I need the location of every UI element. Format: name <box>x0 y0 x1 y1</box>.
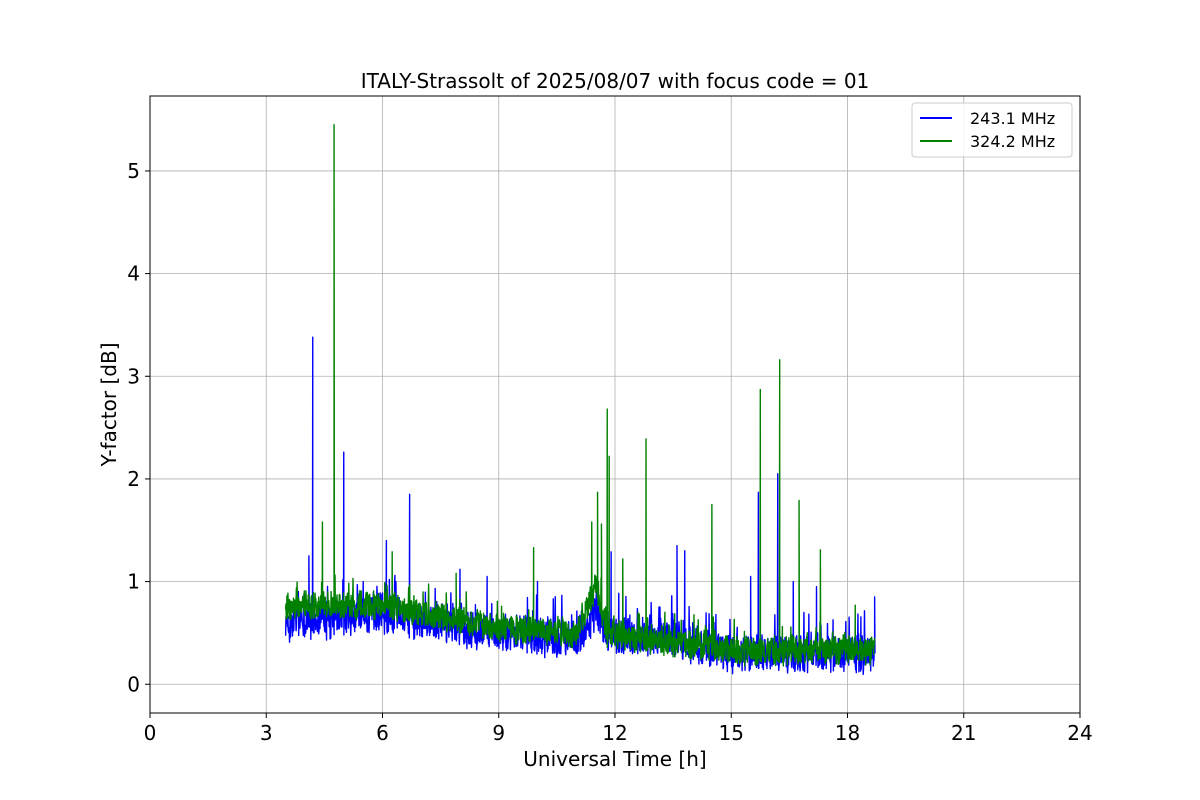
legend-box <box>911 102 1073 158</box>
y-tick-label: 2 <box>127 467 140 491</box>
y-tick-label: 0 <box>127 672 140 696</box>
y-tick-label: 1 <box>127 570 140 594</box>
legend: 243.1 MHz 324.2 MHz <box>911 102 1073 158</box>
x-tick-label: 9 <box>492 721 505 745</box>
x-tick-label: 0 <box>144 721 157 745</box>
series-line-1 <box>284 336 876 676</box>
x-tick-label: 15 <box>719 721 744 745</box>
series-layer <box>284 124 876 676</box>
y-tick-label: 4 <box>127 262 140 286</box>
y-axis-label: Y-factor [dB] <box>97 342 121 467</box>
y-tick-label: 3 <box>127 364 140 388</box>
x-axis-label: Universal Time [h] <box>523 747 706 771</box>
y-tick-label: 5 <box>127 159 140 183</box>
x-tick-label: 6 <box>376 721 389 745</box>
x-tick-label: 12 <box>602 721 627 745</box>
x-tick-label: 3 <box>260 721 273 745</box>
x-tick-label: 18 <box>835 721 860 745</box>
legend-label: 324.2 MHz <box>970 132 1055 151</box>
chart-title: ITALY-Strassolt of 2025/08/07 with focus… <box>361 69 870 93</box>
x-tick-label: 21 <box>951 721 976 745</box>
legend-label: 243.1 MHz <box>970 109 1055 128</box>
series-line-2 <box>284 124 876 667</box>
x-tick-label: 24 <box>1067 721 1092 745</box>
